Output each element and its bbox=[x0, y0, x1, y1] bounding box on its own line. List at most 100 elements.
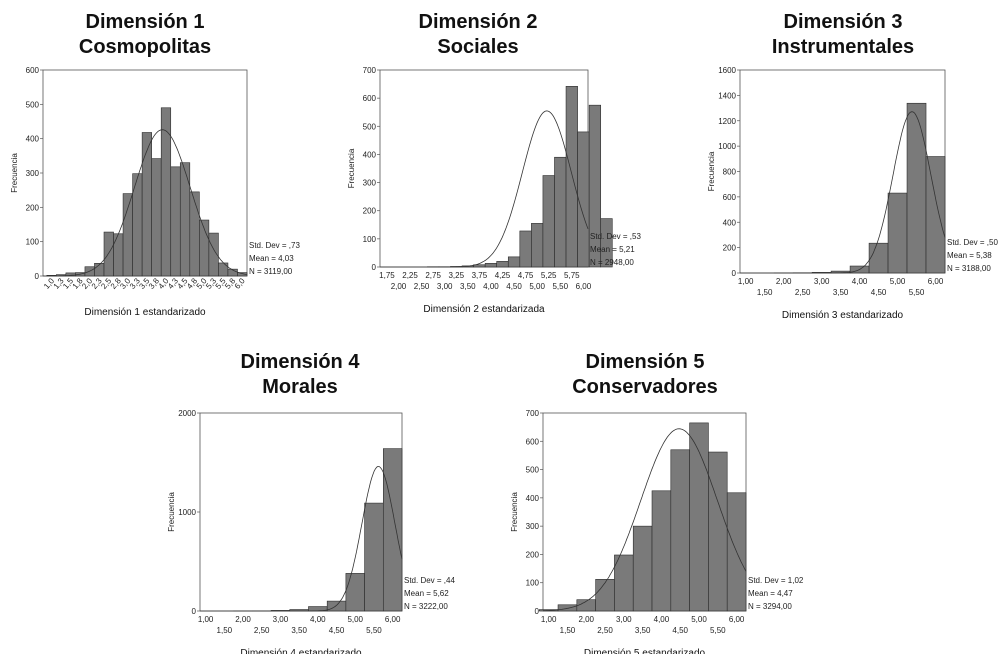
chart-subtitle: Cosmopolitas bbox=[79, 36, 211, 58]
x-tick-label: 4,50 bbox=[672, 626, 688, 635]
histogram-bar bbox=[103, 231, 114, 277]
histogram-bar bbox=[708, 451, 728, 612]
y-tick-label: 0 bbox=[732, 269, 737, 278]
x-axis-label: Dimensión 4 estandarizado bbox=[240, 648, 362, 654]
y-tick-label: 600 bbox=[526, 437, 540, 446]
x-tick-label: 2,50 bbox=[795, 288, 811, 297]
std-dev-stat: Std. Dev = ,73 bbox=[249, 241, 300, 250]
x-tick-label: 3,50 bbox=[460, 282, 476, 291]
y-axis-label: Frecuencia bbox=[167, 492, 176, 532]
y-tick-label: 600 bbox=[363, 94, 377, 103]
chart-subtitle: Conservadores bbox=[572, 376, 718, 398]
mean-stat: Mean = 5,21 bbox=[590, 245, 635, 254]
y-tick-label: 300 bbox=[526, 522, 540, 531]
x-tick-label: 3,25 bbox=[448, 271, 464, 280]
chart-subtitle: Instrumentales bbox=[772, 36, 914, 58]
x-tick-label: 4,00 bbox=[654, 615, 670, 624]
normal-curve bbox=[740, 111, 946, 274]
x-tick-label: 5,50 bbox=[710, 626, 726, 635]
chart-title: Dimensión 5 bbox=[586, 351, 705, 373]
x-tick-label: 2,50 bbox=[597, 626, 613, 635]
x-tick-label: 1,50 bbox=[217, 626, 233, 635]
histogram-bar bbox=[484, 263, 498, 268]
x-axis-label: Dimensión 5 estandarizado bbox=[584, 648, 706, 654]
y-tick-label: 500 bbox=[363, 122, 377, 131]
mean-stat: Mean = 5,62 bbox=[404, 589, 449, 598]
n-stat: N = 3119,00 bbox=[249, 267, 293, 276]
y-tick-label: 700 bbox=[526, 409, 540, 418]
y-tick-label: 700 bbox=[363, 66, 377, 75]
histogram-bar bbox=[554, 156, 567, 268]
x-tick-label: 1,00 bbox=[198, 615, 214, 624]
std-dev-stat: Std. Dev = ,50 bbox=[947, 238, 998, 247]
x-tick-label: 4,00 bbox=[852, 277, 868, 286]
x-tick-label: 4,50 bbox=[871, 288, 887, 297]
y-tick-label: 300 bbox=[26, 169, 40, 178]
x-tick-label: 3,00 bbox=[437, 282, 453, 291]
histogram-bar bbox=[600, 218, 613, 268]
chart-title: Dimensión 4 bbox=[241, 351, 361, 373]
x-tick-label: 5,00 bbox=[890, 277, 906, 286]
histogram-bar bbox=[345, 573, 365, 612]
y-tick-label: 1600 bbox=[718, 66, 736, 75]
x-tick-label: 3,00 bbox=[616, 615, 632, 624]
x-tick-label: 3,00 bbox=[273, 615, 289, 624]
y-tick-label: 1000 bbox=[718, 142, 736, 151]
x-tick-label: 1,00 bbox=[738, 277, 754, 286]
x-tick-label: 2,00 bbox=[776, 277, 792, 286]
x-tick-label: 3,75 bbox=[472, 271, 488, 280]
x-tick-label: 5,00 bbox=[347, 615, 363, 624]
histogram-bar bbox=[868, 242, 889, 274]
y-tick-label: 400 bbox=[526, 494, 540, 503]
chart-title: Dimensión 2 bbox=[419, 11, 538, 33]
y-tick-label: 500 bbox=[26, 100, 40, 109]
x-tick-label: 1,75 bbox=[379, 271, 395, 280]
histogram-panel-3: Dimensión 3 Instrumentales 0 200 400 600 800 10… bbox=[707, 11, 998, 321]
histogram-bar bbox=[565, 86, 578, 268]
std-dev-stat: Std. Dev = ,44 bbox=[404, 576, 455, 585]
y-axis-label: Frecuencia bbox=[10, 153, 19, 193]
x-axis-label: Dimensión 2 estandarizada bbox=[423, 304, 545, 315]
histogram-bar bbox=[170, 166, 181, 277]
histogram-bar bbox=[557, 604, 578, 612]
x-tick-label: 5,50 bbox=[366, 626, 382, 635]
x-tick-label: 2,50 bbox=[414, 282, 430, 291]
x-tick-label: 4,00 bbox=[310, 615, 326, 624]
x-tick-label: 2,00 bbox=[391, 282, 407, 291]
y-tick-label: 200 bbox=[723, 244, 737, 253]
x-tick-label: 4,00 bbox=[483, 282, 499, 291]
histogram-bar bbox=[507, 256, 521, 268]
y-tick-label: 400 bbox=[723, 218, 737, 227]
std-dev-stat: Std. Dev = ,53 bbox=[590, 232, 641, 241]
histogram-bar bbox=[906, 102, 927, 274]
histogram-bar bbox=[519, 230, 532, 268]
mean-stat: Mean = 4,47 bbox=[748, 589, 793, 598]
y-axis-label: Frecuencia bbox=[707, 151, 716, 191]
y-tick-label: 200 bbox=[526, 550, 540, 559]
x-tick-label: 6,00 bbox=[385, 615, 401, 624]
x-tick-label: 3,50 bbox=[833, 288, 849, 297]
x-tick-label: 3,50 bbox=[291, 626, 307, 635]
histogram-bar bbox=[179, 162, 191, 277]
histogram-bar bbox=[531, 223, 544, 268]
y-tick-label: 0 bbox=[35, 272, 40, 281]
n-stat: N = 2948,00 bbox=[590, 258, 634, 267]
histogram-bar bbox=[577, 131, 590, 268]
histogram-bar bbox=[208, 232, 219, 277]
x-tick-label: 5,50 bbox=[552, 282, 568, 291]
histogram-bar bbox=[496, 261, 509, 268]
mean-stat: Mean = 5,38 bbox=[947, 251, 992, 260]
x-tick-label: 4,25 bbox=[495, 271, 511, 280]
y-tick-label: 400 bbox=[363, 150, 377, 159]
histogram-bar bbox=[632, 525, 653, 612]
chart-subtitle: Morales bbox=[262, 376, 338, 398]
x-tick-label: 4,75 bbox=[518, 271, 534, 280]
chart-subtitle: Sociales bbox=[437, 36, 518, 58]
normal-curve bbox=[200, 465, 403, 612]
normal-curve bbox=[542, 428, 747, 612]
y-tick-label: 100 bbox=[26, 238, 40, 247]
x-tick-label: 5,25 bbox=[541, 271, 557, 280]
x-tick-label: 2,00 bbox=[235, 615, 251, 624]
x-tick-label: 3,50 bbox=[635, 626, 651, 635]
